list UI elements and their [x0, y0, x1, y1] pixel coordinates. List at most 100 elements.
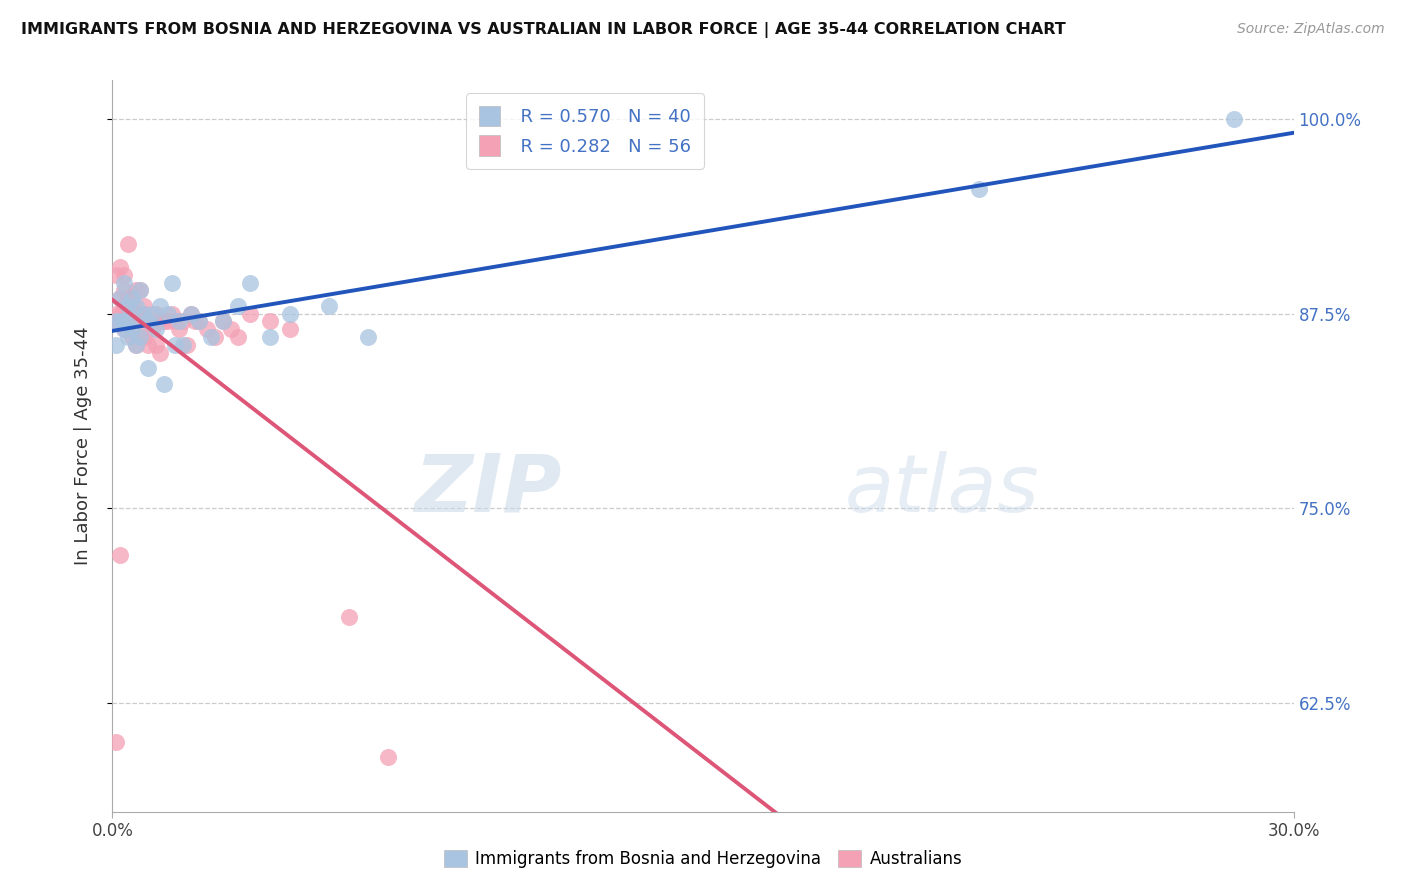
- Point: [149, 299, 172, 313]
- Point: [117, 314, 139, 328]
- Point: [357, 330, 380, 344]
- Point: [121, 291, 143, 305]
- Point: [121, 291, 143, 305]
- Point: [121, 330, 143, 344]
- Point: [136, 314, 159, 328]
- Point: [228, 330, 250, 344]
- Point: [129, 284, 152, 298]
- Text: ZIP: ZIP: [413, 450, 561, 529]
- Legend:   R = 0.570   N = 40,   R = 0.282   N = 56: R = 0.570 N = 40, R = 0.282 N = 56: [465, 93, 704, 169]
- Point: [377, 750, 399, 764]
- Point: [121, 299, 143, 313]
- Point: [136, 314, 159, 328]
- Point: [1223, 112, 1246, 127]
- Point: [121, 322, 143, 336]
- Y-axis label: In Labor Force | Age 35-44: In Labor Force | Age 35-44: [73, 326, 91, 566]
- Point: [149, 345, 172, 359]
- Point: [165, 338, 187, 352]
- Point: [278, 322, 301, 336]
- Point: [219, 322, 242, 336]
- Point: [110, 548, 132, 562]
- Point: [152, 314, 174, 328]
- Point: [278, 307, 301, 321]
- Text: Source: ZipAtlas.com: Source: ZipAtlas.com: [1237, 22, 1385, 37]
- Point: [132, 299, 155, 313]
- Point: [129, 330, 152, 344]
- Point: [125, 338, 148, 352]
- Point: [184, 314, 207, 328]
- Point: [105, 314, 128, 328]
- Point: [125, 338, 148, 352]
- Point: [117, 330, 139, 344]
- Point: [117, 299, 139, 313]
- Legend: Immigrants from Bosnia and Herzegovina, Australians: Immigrants from Bosnia and Herzegovina, …: [437, 843, 969, 875]
- Point: [172, 338, 194, 352]
- Point: [160, 276, 183, 290]
- Point: [105, 307, 128, 321]
- Point: [152, 376, 174, 391]
- Point: [110, 291, 132, 305]
- Point: [132, 307, 155, 321]
- Point: [112, 284, 135, 298]
- Point: [136, 361, 159, 376]
- Point: [132, 307, 155, 321]
- Point: [156, 307, 179, 321]
- Point: [204, 330, 226, 344]
- Text: IMMIGRANTS FROM BOSNIA AND HERZEGOVINA VS AUSTRALIAN IN LABOR FORCE | AGE 35-44 : IMMIGRANTS FROM BOSNIA AND HERZEGOVINA V…: [21, 22, 1066, 38]
- Point: [145, 322, 167, 336]
- Point: [145, 338, 167, 352]
- Point: [188, 314, 211, 328]
- Point: [112, 299, 135, 313]
- Point: [149, 314, 172, 328]
- Point: [132, 330, 155, 344]
- Point: [141, 314, 163, 328]
- Point: [129, 284, 152, 298]
- Point: [136, 338, 159, 352]
- Point: [110, 314, 132, 328]
- Point: [176, 338, 198, 352]
- Point: [105, 268, 128, 282]
- Point: [125, 284, 148, 298]
- Point: [169, 314, 191, 328]
- Point: [129, 330, 152, 344]
- Point: [160, 307, 183, 321]
- Point: [141, 307, 163, 321]
- Point: [105, 338, 128, 352]
- Point: [188, 314, 211, 328]
- Point: [172, 314, 194, 328]
- Point: [117, 291, 139, 305]
- Point: [180, 307, 202, 321]
- Point: [112, 322, 135, 336]
- Point: [112, 276, 135, 290]
- Point: [117, 307, 139, 321]
- Point: [239, 276, 262, 290]
- Point: [195, 322, 218, 336]
- Point: [141, 322, 163, 336]
- Point: [337, 610, 360, 624]
- Point: [156, 314, 179, 328]
- Point: [259, 330, 281, 344]
- Point: [318, 299, 340, 313]
- Point: [239, 307, 262, 321]
- Point: [211, 314, 233, 328]
- Point: [125, 299, 148, 313]
- Point: [129, 314, 152, 328]
- Point: [259, 314, 281, 328]
- Point: [117, 236, 139, 251]
- Point: [180, 307, 202, 321]
- Point: [105, 734, 128, 748]
- Point: [211, 314, 233, 328]
- Point: [105, 314, 128, 328]
- Point: [112, 322, 135, 336]
- Point: [145, 307, 167, 321]
- Point: [228, 299, 250, 313]
- Point: [169, 322, 191, 336]
- Point: [121, 314, 143, 328]
- Point: [112, 268, 135, 282]
- Point: [110, 291, 132, 305]
- Point: [112, 314, 135, 328]
- Point: [967, 182, 990, 196]
- Text: atlas: atlas: [845, 450, 1039, 529]
- Point: [110, 260, 132, 274]
- Point: [110, 307, 132, 321]
